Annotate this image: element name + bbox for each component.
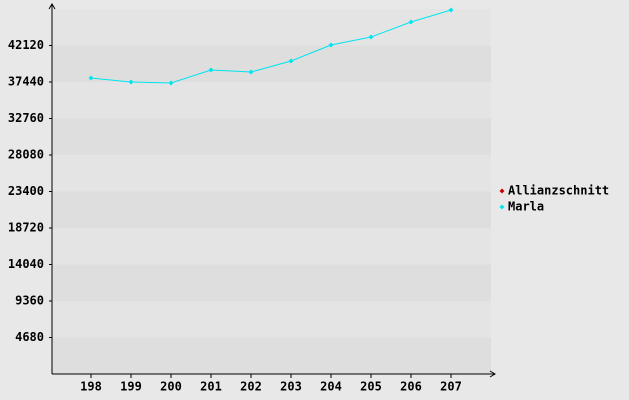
data-point — [88, 75, 94, 81]
grid-band — [52, 82, 491, 119]
data-point — [288, 58, 294, 64]
legend-label: Marla — [508, 200, 544, 214]
y-tick-label: 37440 — [8, 75, 44, 89]
x-tick-label: 201 — [200, 380, 222, 394]
x-tick-label: 203 — [280, 380, 302, 394]
x-tick-label: 198 — [80, 380, 102, 394]
x-tick-label: 205 — [360, 380, 382, 394]
grid-band — [52, 118, 491, 155]
legend-marker — [499, 204, 505, 210]
x-tick-label: 199 — [120, 380, 142, 394]
x-tick-label: 207 — [440, 380, 462, 394]
data-point — [448, 7, 454, 13]
data-point — [248, 69, 254, 75]
y-tick-label: 28080 — [8, 148, 44, 162]
grid-band — [52, 9, 491, 46]
legend-marker — [499, 188, 505, 194]
x-tick-label: 202 — [240, 380, 262, 394]
x-tick-label: 200 — [160, 380, 182, 394]
data-point — [168, 80, 174, 86]
grid-band — [52, 264, 491, 301]
grid-band — [52, 337, 491, 374]
data-point — [208, 67, 214, 73]
data-point — [368, 34, 374, 40]
grid-band — [52, 191, 491, 228]
y-tick-label: 23400 — [8, 184, 44, 198]
data-point — [328, 42, 334, 48]
y-tick-label: 4680 — [15, 330, 44, 344]
x-tick-label: 206 — [400, 380, 422, 394]
legend-label: Allianzschnitt — [508, 184, 609, 198]
y-tick-label: 42120 — [8, 38, 44, 52]
x-axis-arrow — [489, 370, 496, 378]
y-tick-label: 18720 — [8, 221, 44, 235]
grid-band — [52, 45, 491, 82]
y-tick-label: 9360 — [15, 294, 44, 308]
x-tick-label: 204 — [320, 380, 342, 394]
data-point — [128, 79, 134, 85]
y-tick-label: 14040 — [8, 257, 44, 271]
y-tick-label: 32760 — [8, 111, 44, 125]
data-point — [408, 19, 414, 25]
plot-bands — [52, 9, 491, 374]
grid-band — [52, 155, 491, 192]
grid-band — [52, 301, 491, 338]
y-axis-arrow — [48, 3, 56, 10]
grid-band — [52, 228, 491, 265]
series-line — [90, 9, 452, 84]
